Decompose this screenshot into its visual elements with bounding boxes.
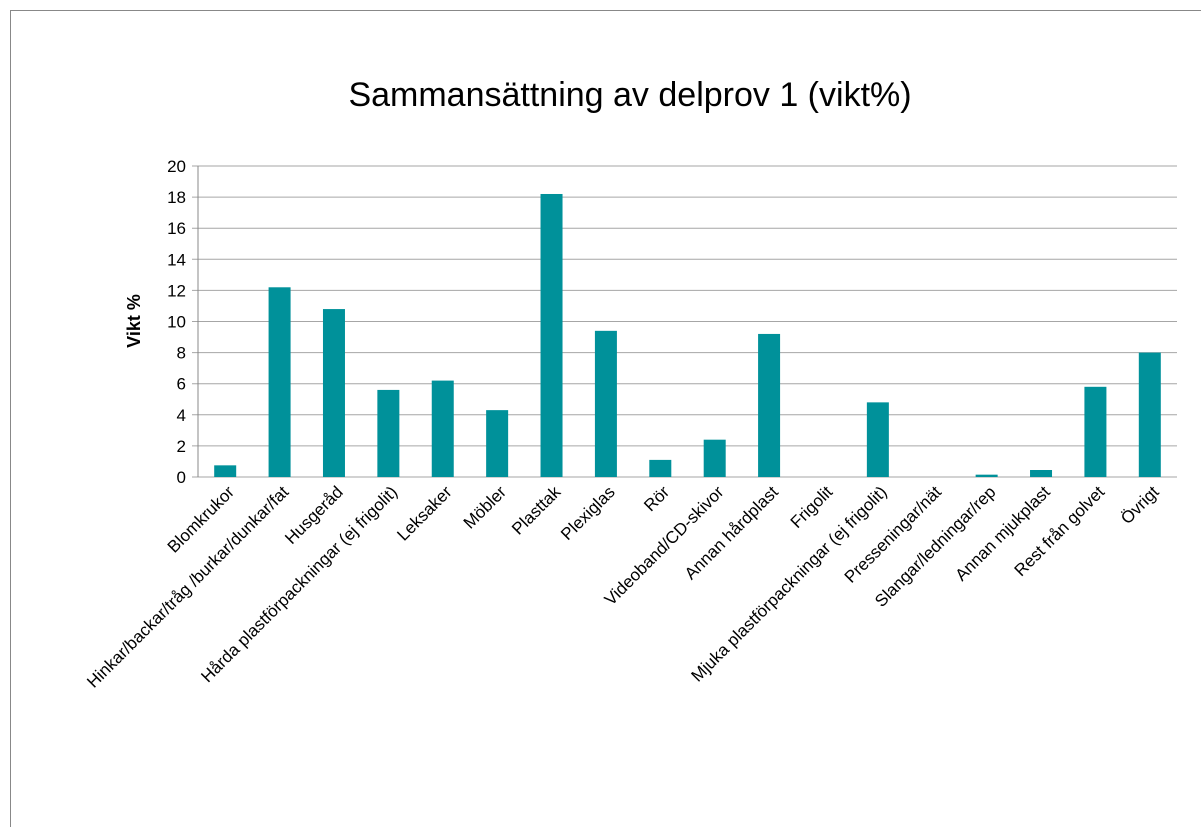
chart-title: Sammansättning av delprov 1 (vikt%) bbox=[348, 76, 911, 114]
x-tick-label: Plexiglas bbox=[557, 482, 619, 544]
bar bbox=[431, 380, 454, 477]
bar bbox=[268, 287, 291, 477]
y-tick-label: 0 bbox=[177, 468, 186, 487]
y-tick-label: 2 bbox=[177, 437, 186, 456]
bar bbox=[866, 402, 889, 477]
bar bbox=[703, 439, 726, 477]
y-tick-label: 16 bbox=[167, 219, 186, 238]
y-tick-label: 14 bbox=[167, 250, 186, 269]
x-tick-label: Annan hårdplast bbox=[681, 482, 782, 583]
x-tick-label: Annan mjukplast bbox=[952, 482, 1055, 585]
x-tick-label: Leksaker bbox=[393, 482, 455, 544]
x-tick-label: Övrigt bbox=[1117, 482, 1163, 528]
bar bbox=[377, 389, 400, 477]
bar bbox=[594, 330, 617, 477]
bar bbox=[486, 410, 509, 477]
x-tick-label: Frigolit bbox=[787, 482, 837, 532]
bar bbox=[1030, 470, 1053, 477]
frame bbox=[10, 10, 1201, 827]
y-tick-label: 4 bbox=[177, 406, 186, 425]
x-tick-label: Hinkar/backar/tråg /burkar/dunkar/fat bbox=[83, 482, 292, 691]
y-tick-label: 6 bbox=[177, 375, 186, 394]
x-tick-label: Presseningar/nät bbox=[841, 482, 946, 587]
bar bbox=[540, 193, 563, 478]
y-tick-label: 20 bbox=[167, 157, 186, 176]
y-tick-label: 12 bbox=[167, 281, 186, 300]
bar bbox=[1084, 386, 1107, 477]
y-tick-label: 8 bbox=[177, 344, 186, 363]
bar bbox=[1138, 352, 1161, 477]
bar bbox=[649, 459, 672, 477]
x-tick-label: Mjuka plastförpackningar (ej frigolit) bbox=[688, 482, 891, 685]
x-tick-label: Rör bbox=[640, 482, 673, 515]
bar bbox=[322, 309, 345, 477]
x-tick-label: Hårda plastförpackningar (ej frigolit) bbox=[197, 482, 401, 686]
bar bbox=[214, 465, 237, 477]
x-tick-label: Möbler bbox=[460, 482, 510, 532]
y-tick-label: 18 bbox=[167, 188, 186, 207]
y-tick-label: 10 bbox=[167, 313, 186, 332]
bar bbox=[758, 333, 781, 477]
bar bbox=[975, 474, 998, 477]
y-axis-label: Vikt % bbox=[124, 294, 144, 348]
